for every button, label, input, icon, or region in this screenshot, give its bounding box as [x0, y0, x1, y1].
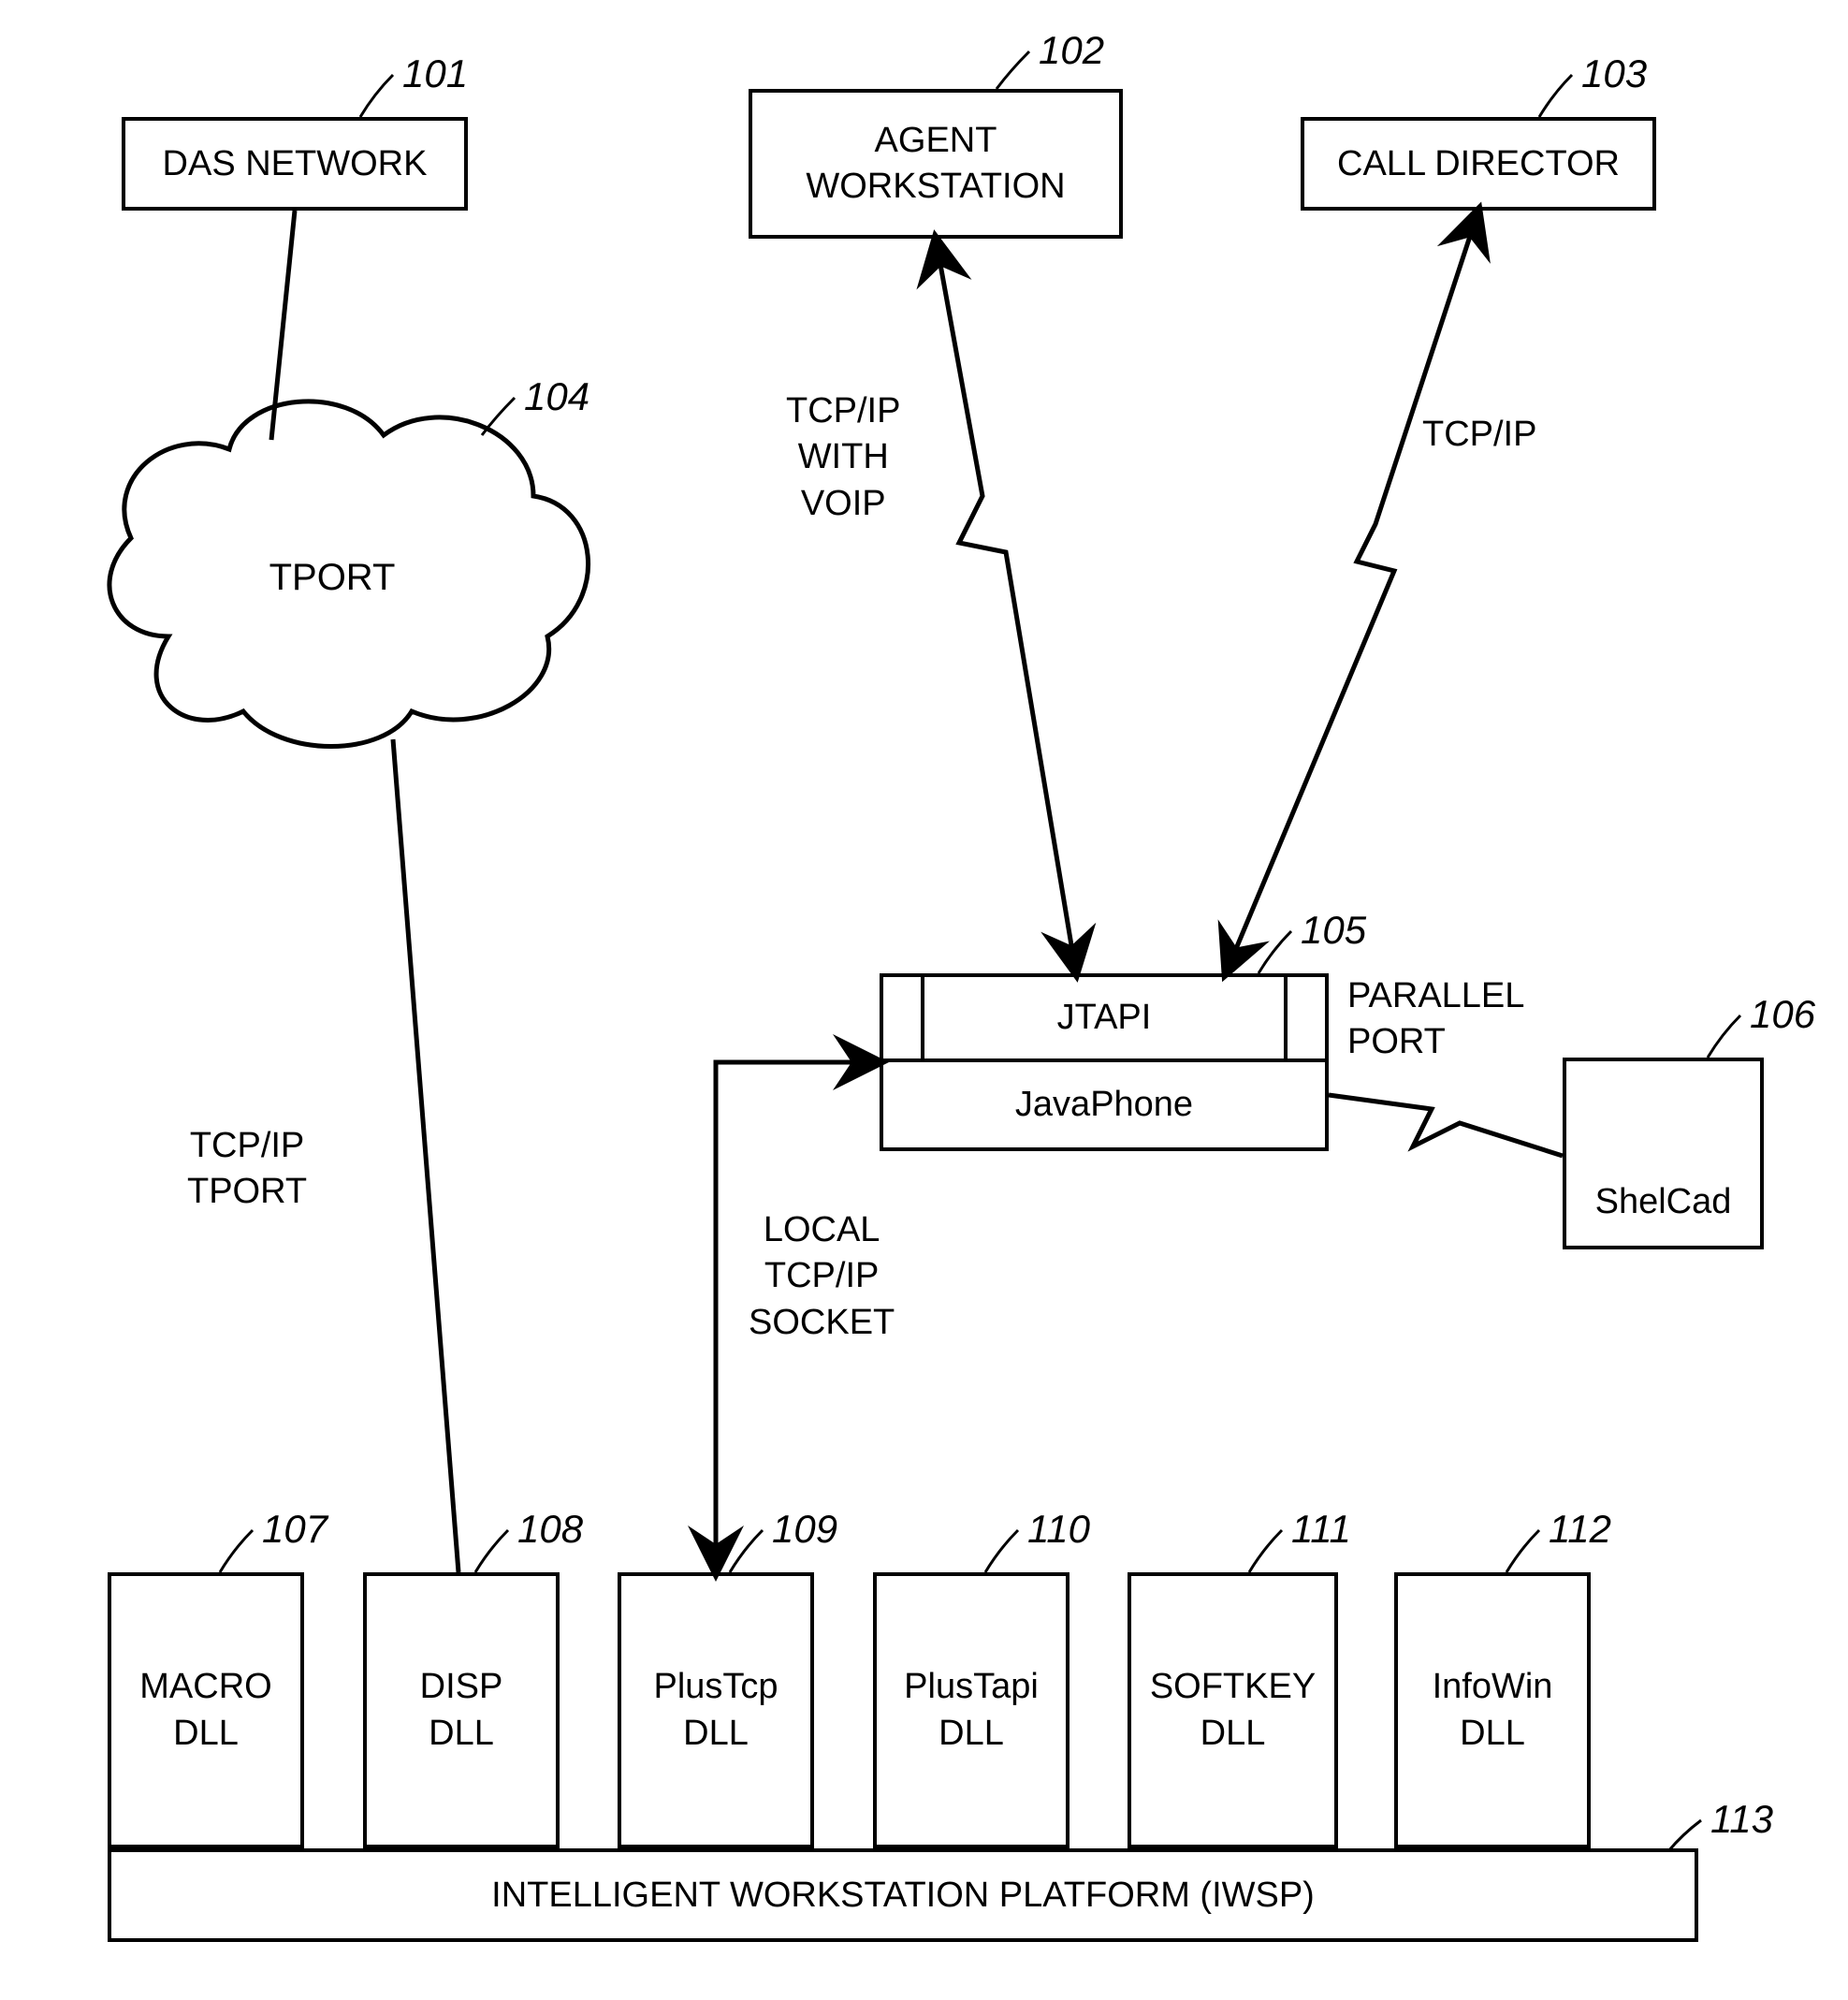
call-director-label: CALL DIRECTOR: [1337, 144, 1620, 184]
tcpip-tport-label: TCP/IP TPORT: [187, 1123, 307, 1216]
plustcp-dll-box: PlusTcp DLL: [618, 1572, 814, 1848]
shelcad-box: ShelCad: [1563, 1058, 1764, 1249]
ref-107: 107: [262, 1507, 327, 1552]
jtapi-box: JTAPI JavaPhone: [880, 973, 1329, 1151]
iwsp-box: INTELLIGENT WORKSTATION PLATFORM (IWSP): [108, 1848, 1698, 1942]
macro-dll-box: MACRO DLL: [108, 1572, 304, 1848]
tport-cloud-icon: [109, 401, 589, 747]
jtapi-top-section: JTAPI: [883, 977, 1325, 1062]
ref-104: 104: [524, 374, 589, 419]
infowin-dll-box: InfoWin DLL: [1394, 1572, 1591, 1848]
ref-109: 109: [772, 1507, 837, 1552]
ref-101: 101: [402, 51, 468, 96]
ref-102: 102: [1039, 28, 1104, 73]
jtapi-label: JTAPI: [1057, 998, 1152, 1038]
ref-108: 108: [517, 1507, 583, 1552]
das-network-box: DAS NETWORK: [122, 117, 468, 211]
macro-dll-label: MACRO DLL: [139, 1664, 271, 1757]
plustapi-dll-label: PlusTapi DLL: [904, 1664, 1039, 1757]
tcpip-voip-label: TCP/IP WITH VOIP: [786, 388, 900, 527]
iwsp-label: INTELLIGENT WORKSTATION PLATFORM (IWSP): [491, 1876, 1315, 1916]
tcpip-label: TCP/IP: [1422, 412, 1536, 458]
plustcp-dll-label: PlusTcp DLL: [653, 1664, 778, 1757]
tport-cloud-label: TPORT: [269, 557, 396, 598]
plustapi-dll-box: PlusTapi DLL: [873, 1572, 1070, 1848]
disp-dll-box: DISP DLL: [363, 1572, 560, 1848]
infowin-dll-label: InfoWin DLL: [1433, 1664, 1553, 1757]
ref-113: 113: [1710, 1797, 1773, 1842]
ref-110: 110: [1027, 1507, 1090, 1552]
disp-dll-label: DISP DLL: [420, 1664, 503, 1757]
javaphone-section: JavaPhone: [883, 1062, 1325, 1147]
softkey-dll-label: SOFTKEY DLL: [1150, 1664, 1316, 1757]
shelcad-label: ShelCad: [1595, 1182, 1732, 1222]
ref-103: 103: [1581, 51, 1647, 96]
javaphone-label: JavaPhone: [1015, 1085, 1193, 1125]
ref-106: 106: [1750, 992, 1815, 1037]
das-network-label: DAS NETWORK: [163, 144, 428, 184]
parallel-port-label: PARALLEL PORT: [1347, 973, 1524, 1066]
softkey-dll-box: SOFTKEY DLL: [1128, 1572, 1338, 1848]
call-director-box: CALL DIRECTOR: [1301, 117, 1656, 211]
ref-111: 111: [1291, 1507, 1351, 1552]
agent-workstation-label: AGENT WORKSTATION: [806, 118, 1065, 211]
local-socket-label: LOCAL TCP/IP SOCKET: [749, 1207, 895, 1346]
ref-105: 105: [1301, 908, 1366, 953]
agent-workstation-box: AGENT WORKSTATION: [749, 89, 1123, 239]
ref-112: 112: [1549, 1507, 1611, 1552]
